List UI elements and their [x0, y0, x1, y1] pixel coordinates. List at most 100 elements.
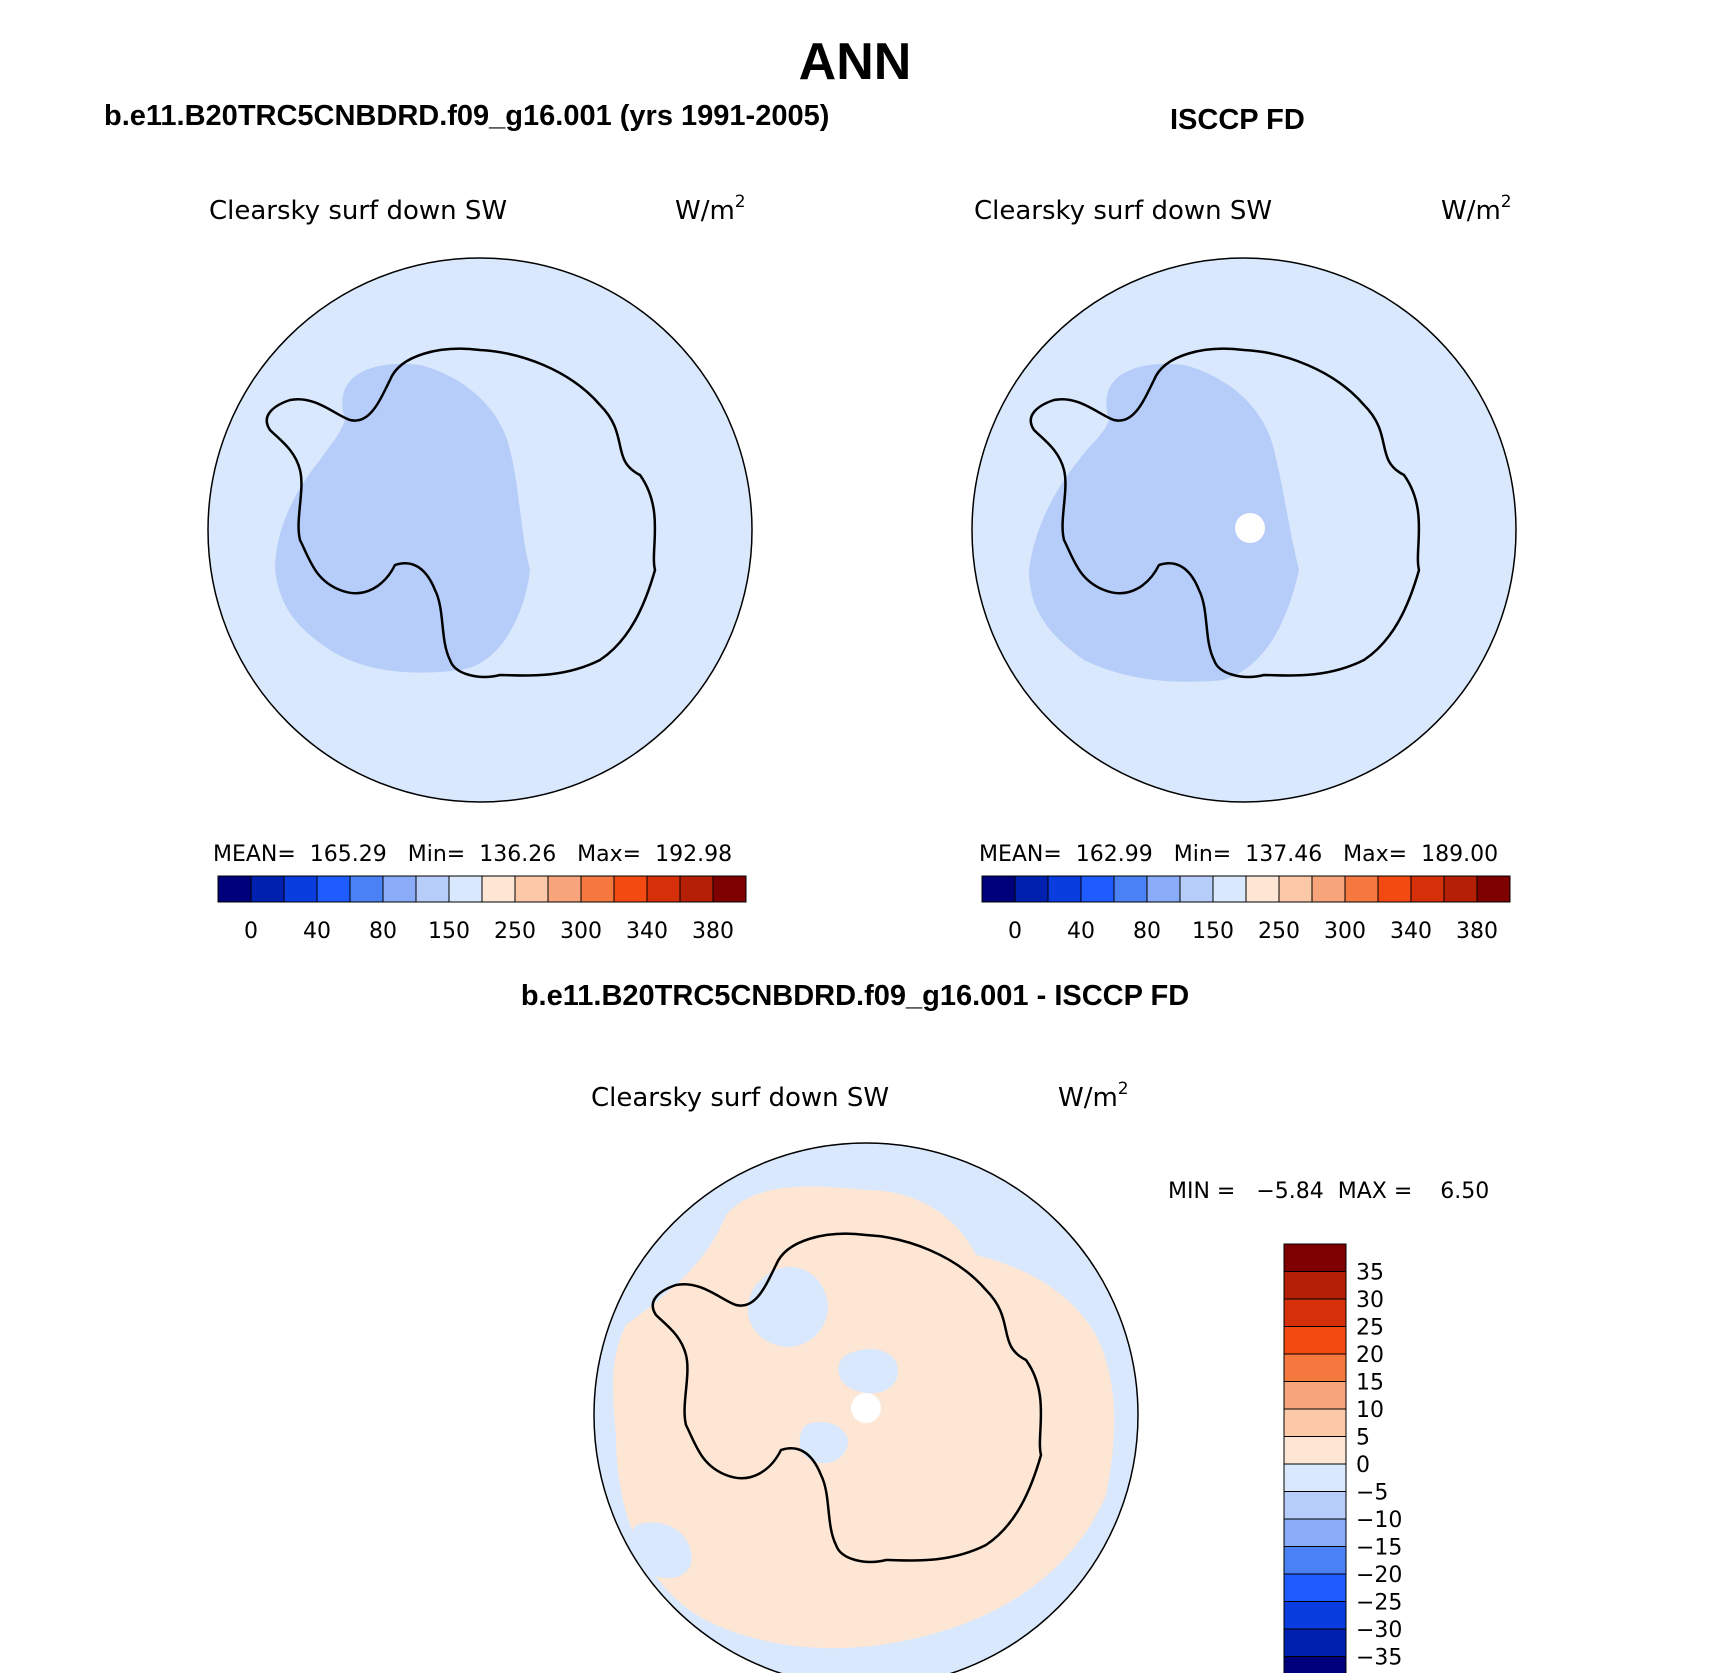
- left-colorbar-box: [481, 875, 516, 903]
- diff-colorbar-label: −30: [1356, 1618, 1402, 1643]
- right-colorbar-box: [981, 875, 1016, 903]
- left-colorbar-box: [349, 875, 384, 903]
- right-colorbar-box: [1146, 875, 1181, 903]
- left-variable-label: Clearsky surf down SW: [209, 196, 507, 226]
- left-colorbar: 0 40 80 150 250 300 340 380: [217, 875, 747, 944]
- left-colorbar-label: 150: [428, 919, 470, 944]
- left-colorbar-box: [613, 875, 648, 903]
- diff-colorbar-label: 15: [1356, 1371, 1384, 1396]
- diff-colorbar-label: 5: [1356, 1426, 1370, 1451]
- right-colorbar-box: [1179, 875, 1214, 903]
- diff-colorbar-box: [1283, 1271, 1347, 1300]
- right-colorbar-label: 340: [1390, 919, 1432, 944]
- left-colorbar-box: [217, 875, 252, 903]
- diff-colorbar-box: [1283, 1298, 1347, 1327]
- diff-colorbar-label: 25: [1356, 1316, 1384, 1341]
- diff-colorbar-box: [1283, 1546, 1347, 1575]
- left-colorbar-label: 340: [626, 919, 668, 944]
- left-colorbar-label: 80: [369, 919, 397, 944]
- right-stats-label: MEAN= 162.99 Min= 137.46 Max= 189.00: [979, 842, 1498, 867]
- right-colorbar-box: [1278, 875, 1313, 903]
- right-units-label: W/m2: [1441, 192, 1512, 226]
- diff-colorbar-label: −35: [1356, 1646, 1402, 1671]
- diff-colorbar-box: [1283, 1601, 1347, 1630]
- left-colorbar-box: [679, 875, 714, 903]
- diff-colorbar-box: [1283, 1243, 1347, 1272]
- left-colorbar-box: [580, 875, 615, 903]
- diff-colorbar-label: −25: [1356, 1591, 1402, 1616]
- right-colorbar-box: [1113, 875, 1148, 903]
- diff-colorbar-box: [1283, 1463, 1347, 1492]
- right-colorbar-label: 380: [1456, 919, 1498, 944]
- left-colorbar-box: [448, 875, 483, 903]
- left-map: [207, 257, 753, 803]
- right-colorbar-box: [1245, 875, 1280, 903]
- left-map-interior-region: [275, 363, 530, 673]
- left-colorbar-box: [415, 875, 450, 903]
- bottom-variable-label: Clearsky surf down SW: [591, 1083, 889, 1113]
- left-colorbar-box: [646, 875, 681, 903]
- right-map-interior-region: [1029, 363, 1299, 682]
- bottom-map-negative-patch: [799, 1421, 848, 1464]
- diff-colorbar-label: −20: [1356, 1563, 1402, 1588]
- right-colorbar-label: 250: [1258, 919, 1300, 944]
- right-panel-heading: ISCCP FD: [1170, 104, 1305, 136]
- left-colorbar-box: [316, 875, 351, 903]
- diff-colorbar-label: 30: [1356, 1288, 1384, 1313]
- right-colorbar-box: [1014, 875, 1049, 903]
- right-colorbar-box: [1080, 875, 1115, 903]
- diff-colorbar-box: [1283, 1353, 1347, 1382]
- bottom-map-negative-patch: [747, 1266, 828, 1347]
- bottom-map-negative-patch: [838, 1349, 898, 1394]
- left-colorbar-label: 40: [303, 919, 331, 944]
- right-map-border: [971, 257, 1517, 803]
- bottom-map-border: [593, 1142, 1139, 1673]
- diff-colorbar-box: [1283, 1326, 1347, 1355]
- right-colorbar-box: [1410, 875, 1445, 903]
- main-title: ANN: [798, 33, 912, 91]
- diff-colorbar-label: 10: [1356, 1398, 1384, 1423]
- bottom-minmax-label: MIN = −5.84 MAX = 6.50: [1168, 1179, 1489, 1204]
- right-colorbar-label: 0: [1008, 919, 1022, 944]
- right-colorbar-label: 80: [1133, 919, 1161, 944]
- diff-colorbar-label: 0: [1356, 1453, 1370, 1478]
- left-units-label: W/m2: [675, 192, 746, 226]
- left-colorbar-box: [514, 875, 549, 903]
- right-colorbar-box: [1344, 875, 1379, 903]
- diff-colorbar-label: −5: [1356, 1481, 1388, 1506]
- left-colorbar-label: 380: [692, 919, 734, 944]
- right-colorbar: 0 40 80 150 250 300 340 380: [981, 875, 1511, 944]
- right-colorbar-label: 40: [1067, 919, 1095, 944]
- diff-colorbar-label: −10: [1356, 1508, 1402, 1533]
- bottom-map-negative-patch: [631, 1522, 692, 1579]
- right-colorbar-box: [1212, 875, 1247, 903]
- diff-colorbar-box: [1283, 1628, 1347, 1657]
- left-stats-label: MEAN= 165.29 Min= 136.26 Max= 192.98: [213, 842, 732, 867]
- diff-colorbar-label: 20: [1356, 1343, 1384, 1368]
- right-colorbar-box: [1047, 875, 1082, 903]
- left-colorbar-box: [547, 875, 582, 903]
- right-variable-label: Clearsky surf down SW: [974, 196, 1272, 226]
- right-colorbar-box: [1311, 875, 1346, 903]
- diff-colorbar-box: [1283, 1573, 1347, 1602]
- left-colorbar-box: [283, 875, 318, 903]
- right-colorbar-box: [1377, 875, 1412, 903]
- left-colorbar-label: 300: [560, 919, 602, 944]
- diff-colorbar-label: −15: [1356, 1536, 1402, 1561]
- left-map-border: [207, 257, 753, 803]
- left-colorbar-label: 250: [494, 919, 536, 944]
- bottom-map: [593, 1142, 1139, 1673]
- diff-colorbar-box: [1283, 1491, 1347, 1520]
- left-panel-heading: b.e11.B20TRC5CNBDRD.f09_g16.001 (yrs 199…: [104, 100, 830, 132]
- diff-colorbar-box: [1283, 1381, 1347, 1410]
- right-colorbar-label: 150: [1192, 919, 1234, 944]
- bottom-panel-heading: b.e11.B20TRC5CNBDRD.f09_g16.001 - ISCCP …: [520, 980, 1190, 1012]
- right-colorbar-label: 300: [1324, 919, 1366, 944]
- left-colorbar-box: [382, 875, 417, 903]
- diff-colorbar-box: [1283, 1518, 1347, 1547]
- diff-colorbar-box: [1283, 1656, 1347, 1673]
- diff-colorbar-box: [1283, 1436, 1347, 1465]
- right-map-missing-pole: [1235, 513, 1265, 543]
